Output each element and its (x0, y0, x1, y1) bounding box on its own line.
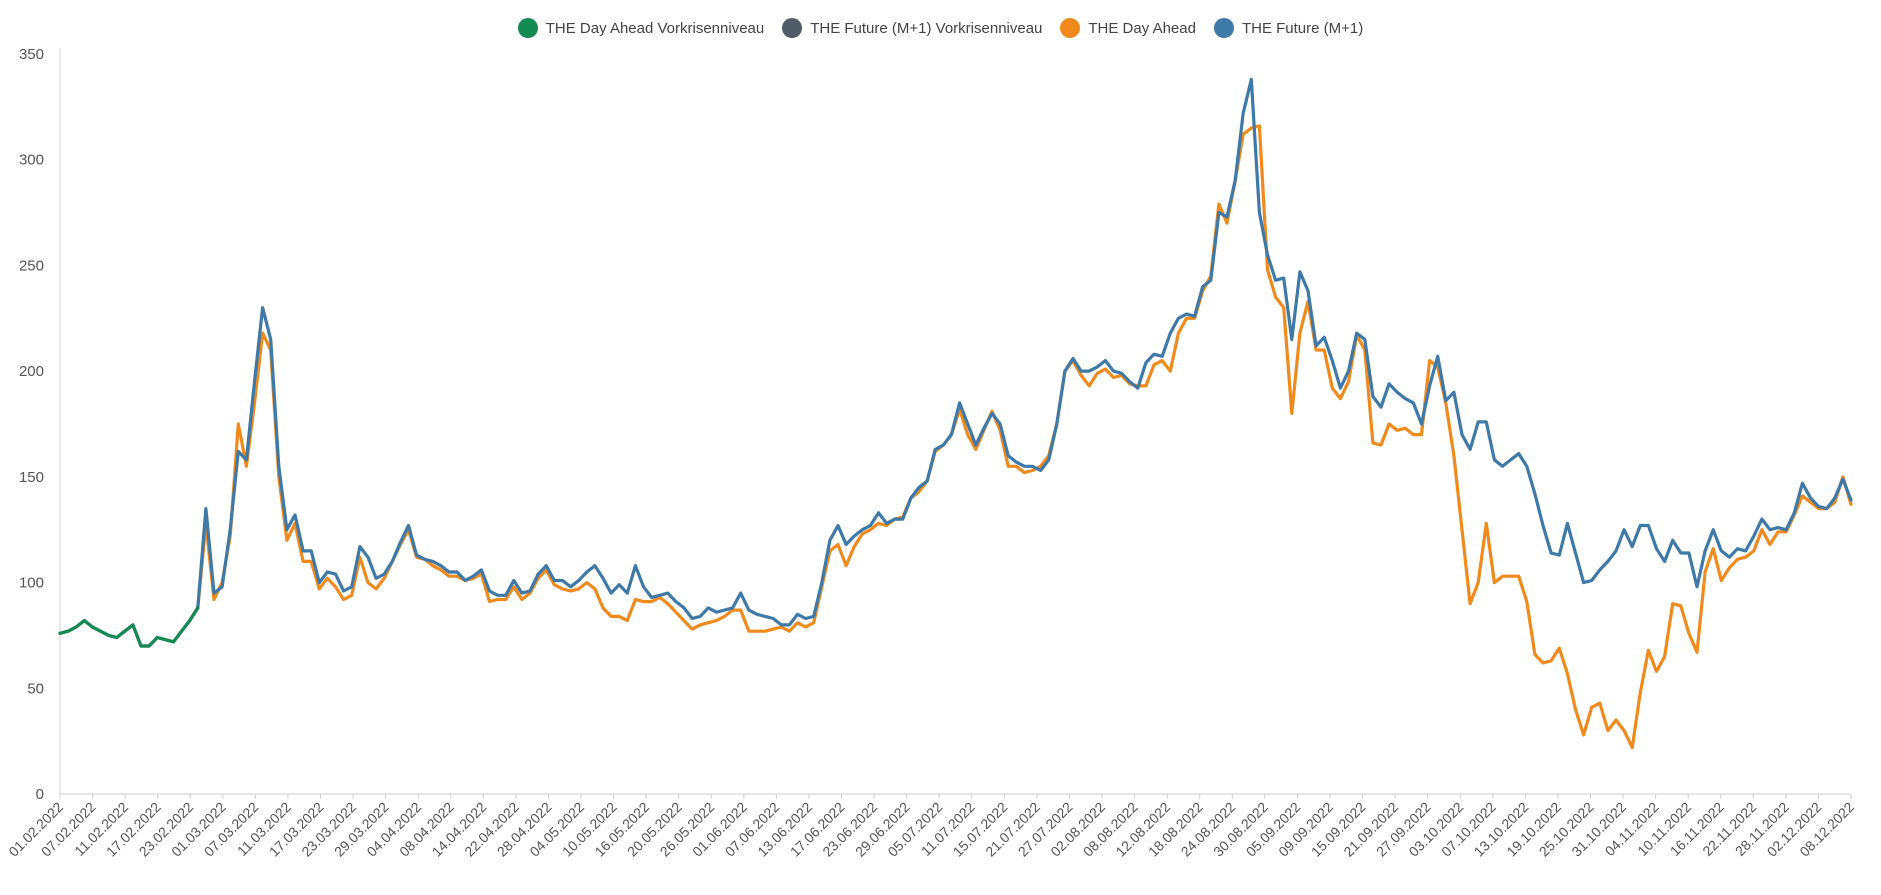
y-tick-label: 0 (36, 786, 44, 803)
y-tick-label: 300 (19, 152, 44, 169)
legend-marker-future (1213, 18, 1234, 38)
series-line-the-future-m-1[interactable] (196, 77, 1853, 627)
y-tick-label: 100 (19, 575, 44, 592)
legend-marker-day-ahead-vorkrise (517, 18, 538, 38)
y-tick-label: 350 (19, 46, 44, 63)
series-line-the-day-ahead[interactable] (196, 124, 1853, 750)
legend-item-future-vorkrise[interactable]: THE Future (M+1) Vorkrisenniveau (782, 18, 1042, 38)
legend-label: THE Future (M+1) Vorkrisenniveau (810, 19, 1043, 37)
series-layer (58, 77, 1853, 750)
legend-label: THE Day Ahead Vorkrisenniveau (545, 19, 765, 37)
legend-label: THE Future (M+1) (1241, 19, 1364, 37)
legend-item-day-ahead-vorkrise[interactable]: THE Day Ahead Vorkrisenniveau (517, 18, 765, 38)
series-line-the-day-ahead-vorkrisenniveau[interactable] (58, 606, 200, 648)
y-tick-label: 150 (19, 469, 44, 486)
y-tick-label: 250 (19, 257, 44, 274)
y-tick-label: 50 (27, 680, 44, 697)
legend-marker-day-ahead (1060, 18, 1081, 38)
legend-label: THE Day Ahead (1088, 19, 1196, 37)
legend-marker-future-vorkrise (782, 18, 803, 38)
y-tick-label: 200 (19, 363, 44, 380)
legend-item-day-ahead[interactable]: THE Day Ahead (1060, 18, 1196, 38)
axes: 05010015020025030035001.02.202207.02.202… (5, 46, 1857, 860)
legend-item-future[interactable]: THE Future (M+1) (1213, 18, 1364, 38)
legend: THE Day Ahead Vorkrisenniveau THE Future… (0, 18, 1881, 38)
